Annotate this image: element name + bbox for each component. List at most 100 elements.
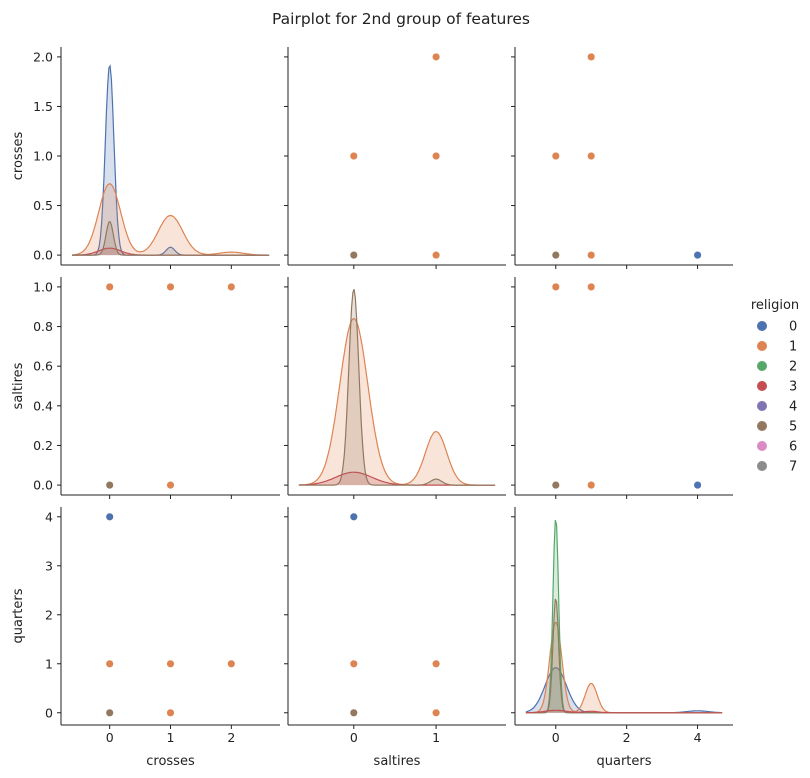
legend-title: religion [751, 298, 799, 313]
legend-marker-4 [757, 401, 767, 411]
legend-label-4: 4 [789, 400, 797, 415]
legend-marker-2 [757, 361, 767, 371]
scatter-point-religion-1 [432, 251, 441, 260]
kde-fill-religion-1 [298, 318, 496, 486]
legend-label-2: 2 [789, 360, 797, 375]
panel-grid: 0.0 0.5 1.0 1.5 2.0 crosses 0.0 0.2 0.4 0.6 0.8 1.0… [11, 47, 733, 769]
x-axis-label: quarters [596, 754, 651, 769]
y-tick-label: 0.2 [33, 438, 53, 453]
y-tick-label: 0.6 [33, 359, 53, 374]
x-tick-label: 0 [552, 730, 560, 745]
y-tick-label: 0.5 [33, 198, 53, 213]
kde-fill-religion-0 [525, 667, 723, 713]
panel-crosses-vs-crosses: 0.0 0.5 1.0 1.5 2.0 crosses [11, 47, 280, 269]
kde-fill-religion-0 [72, 66, 270, 256]
legend-label-0: 0 [789, 320, 797, 335]
scatter-point-religion-0 [349, 512, 358, 521]
legend-label-1: 1 [789, 340, 797, 355]
scatter-point-religion-5 [349, 708, 358, 717]
panel-saltires-vs-saltires [284, 277, 506, 499]
scatter-point-religion-1 [227, 282, 236, 291]
kde-line-religion-1 [71, 183, 270, 256]
kde-fill-religion-5 [525, 599, 723, 713]
scatter-point-religion-1 [587, 251, 596, 260]
y-tick-label: 0.8 [33, 319, 53, 334]
scatter-point-religion-0 [693, 481, 702, 490]
scatter-point-religion-1 [166, 481, 175, 490]
y-axis-label: crosses [11, 132, 26, 181]
scatter-point-religion-1 [587, 282, 596, 291]
kde-fill-religion-5 [72, 221, 270, 256]
scatter-point-religion-5 [105, 708, 114, 717]
y-tick-label: 2 [45, 607, 53, 622]
x-tick-label: 2 [227, 730, 235, 745]
y-tick-label: 1.0 [33, 149, 53, 164]
legend-marker-6 [757, 441, 767, 451]
legend-marker-3 [757, 381, 767, 391]
scatter-point-religion-0 [105, 512, 114, 521]
y-tick-label: 0.0 [33, 248, 53, 263]
legend-marker-0 [757, 321, 767, 331]
scatter-point-religion-1 [551, 151, 560, 161]
kde-fill-religion-1 [525, 622, 723, 713]
legend-marker-5 [757, 421, 767, 431]
legend-label-7: 7 [789, 460, 797, 475]
x-tick-label: 4 [694, 730, 702, 745]
panel-crosses-vs-quarters [511, 47, 733, 269]
kde-line-religion-5 [298, 288, 496, 486]
scatter-point-religion-5 [349, 251, 358, 260]
scatter-point-religion-1 [432, 151, 441, 161]
y-tick-label: 1 [45, 656, 53, 671]
x-tick-label: 2 [623, 730, 631, 745]
scatter-point-religion-1 [432, 52, 441, 61]
y-tick-label: 2.0 [33, 49, 53, 64]
scatter-point-religion-5 [551, 251, 560, 260]
scatter-point-religion-5 [105, 481, 114, 490]
x-tick-label: 0 [350, 730, 358, 745]
scatter-point-religion-1 [432, 708, 441, 717]
chart-title: Pairplot for 2nd group of features [272, 10, 530, 28]
scatter-point-religion-1 [166, 659, 175, 668]
legend: religion 0 1 2 3 4 5 6 7 [751, 298, 799, 475]
scatter-point-religion-1 [105, 659, 114, 668]
scatter-point-religion-1 [587, 481, 596, 490]
legend-label-6: 6 [789, 440, 797, 455]
panel-saltires-vs-quarters [511, 277, 733, 499]
x-tick-label: 1 [167, 730, 175, 745]
kde-fill-religion-3 [72, 248, 270, 256]
scatter-point-religion-1 [349, 659, 358, 668]
y-tick-label: 0 [45, 705, 53, 720]
scatter-point-religion-1 [227, 659, 236, 668]
scatter-point-religion-1 [166, 708, 175, 717]
legend-label-5: 5 [789, 420, 797, 435]
y-tick-label: 3 [45, 558, 53, 573]
scatter-point-religion-1 [551, 282, 560, 291]
scatter-point-religion-1 [349, 151, 358, 161]
y-axis-label: quarters [11, 588, 26, 643]
x-axis-label: crosses [146, 754, 195, 769]
x-tick-label: 1 [432, 730, 440, 745]
kde-fill-religion-5 [298, 289, 496, 486]
scatter-point-religion-1 [587, 52, 596, 61]
x-axis-label: saltires [374, 754, 421, 769]
y-axis-label: saltires [11, 362, 26, 409]
panel-quarters-vs-crosses: 0 1 2 crosses 0 1 2 3 4 quarters [11, 507, 280, 769]
scatter-point-religion-0 [693, 251, 702, 260]
x-tick-label: 0 [106, 730, 114, 745]
y-tick-label: 1.5 [33, 99, 53, 114]
kde-fill-religion-1 [72, 183, 270, 256]
scatter-point-religion-1 [166, 282, 175, 291]
kde-line-religion-5 [72, 220, 270, 256]
panel-quarters-vs-quarters: 0 2 4 quarters [511, 507, 733, 769]
scatter-point-religion-1 [587, 151, 596, 161]
scatter-point-religion-1 [105, 282, 114, 291]
kde-line-religion-3 [525, 709, 723, 714]
y-tick-label: 1.0 [33, 279, 53, 294]
legend-marker-1 [757, 341, 767, 351]
panel-crosses-vs-saltires [284, 47, 506, 269]
panel-quarters-vs-saltires: 0 1 saltires [284, 507, 506, 769]
kde-fill-religion-3 [298, 472, 496, 486]
y-tick-label: 0.0 [33, 478, 53, 493]
y-tick-label: 4 [45, 509, 53, 524]
